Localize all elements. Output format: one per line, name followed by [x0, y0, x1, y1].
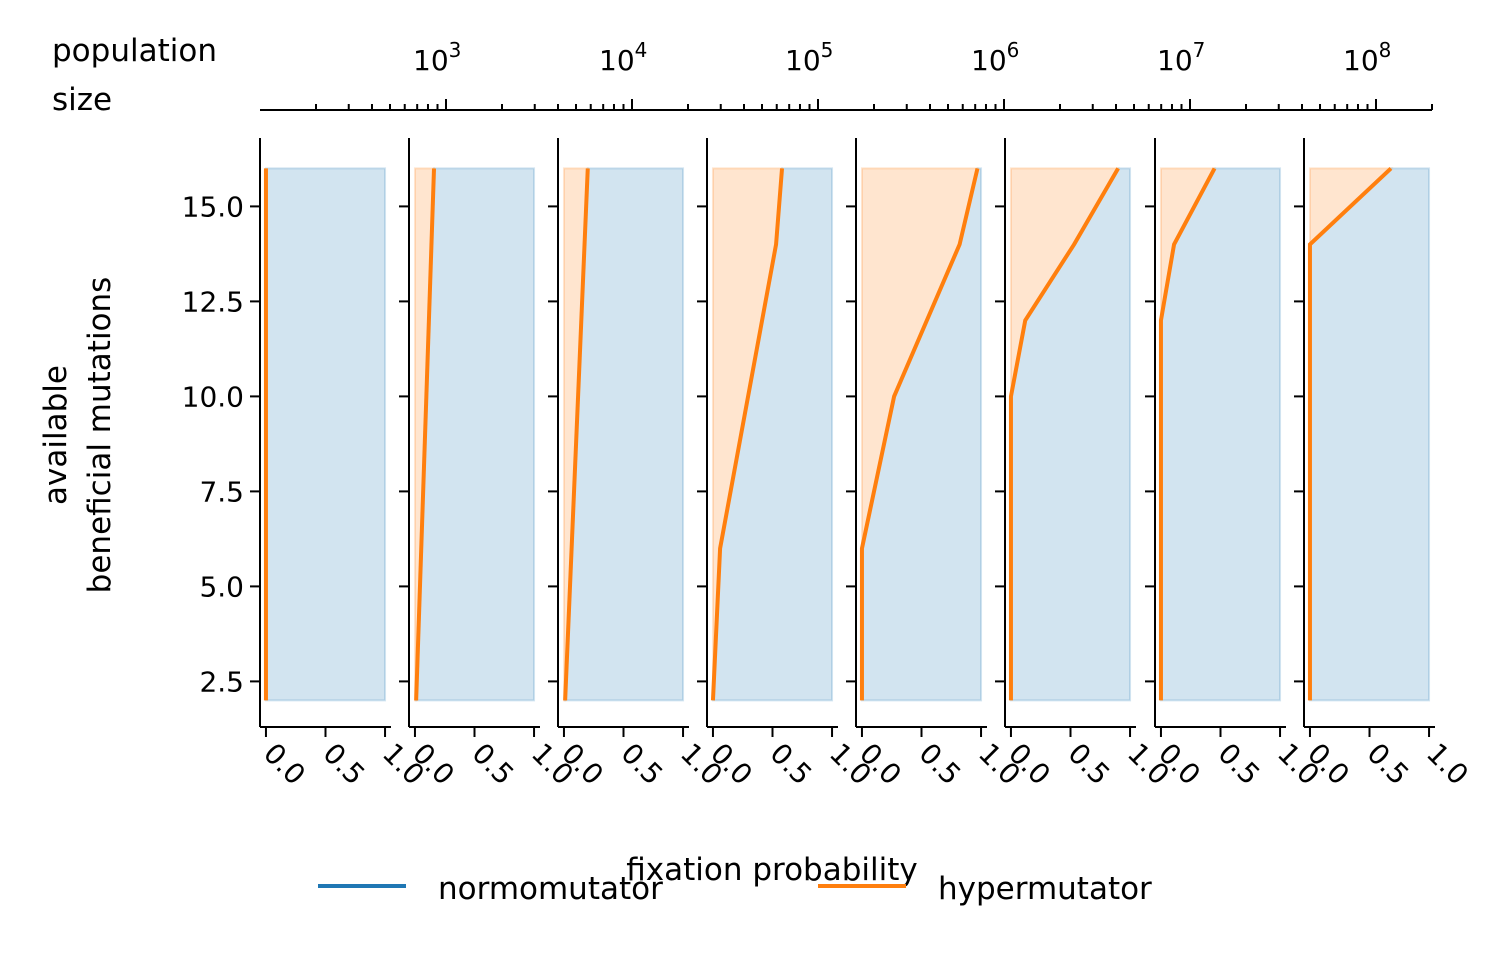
top-tick-label: 105 [785, 38, 833, 77]
y-tick-label: 2.5 [199, 665, 244, 698]
panels: 2.55.07.510.012.515.00.0 0.5 1.00.0 0.5 1.00… [182, 138, 1475, 791]
top-axis-population-size: 103 104 105 106 107 108 [260, 38, 1433, 111]
hypermutator-line [1307, 166, 1393, 701]
normomutator-area [264, 167, 387, 702]
panel-1: 2.55.07.510.012.515.00.0 0.5 1.0 [182, 138, 431, 791]
x-tick-label: 0.5 [317, 737, 372, 792]
y-tick-label: 7.5 [199, 475, 244, 508]
top-axis-label-line2: size [52, 82, 112, 118]
x-tick-label: 0.5 [913, 737, 968, 792]
x-tick-label: 0.0 [257, 737, 312, 792]
legend-label: normomutator [438, 871, 663, 907]
x-tick-label: 0.5 [1212, 737, 1267, 792]
top-tick-label: 103 [413, 38, 461, 77]
normomutator-area [415, 167, 536, 702]
top-axis-label-line1: population [52, 33, 217, 69]
x-tick-label: 0.5 [466, 737, 521, 792]
legend-entry-hypermutator: hypermutator [818, 871, 1152, 907]
y-tick-label: 5.0 [199, 570, 244, 603]
normomutator-area [564, 167, 685, 702]
top-tick-label: 104 [599, 38, 647, 77]
panel-8: 0.0 0.5 1.0 [1294, 138, 1475, 791]
panel-3: 0.0 0.5 1.0 [548, 138, 729, 791]
legend: normomutator hypermutator [318, 871, 1152, 907]
hypermutator-line [710, 168, 785, 701]
panel-7: 0.0 0.5 1.0 [1145, 138, 1326, 791]
y-axis-label-line2: beneficial mutations [82, 277, 118, 594]
panel-2: 0.0 0.5 1.0 [399, 138, 580, 791]
legend-entry-normomutator: normomutator [318, 871, 663, 907]
normomutator-area [1159, 167, 1282, 702]
y-axis-label-line1: available [38, 365, 74, 505]
panel-6: 0.0 0.5 1.0 [995, 138, 1176, 791]
x-axis-label: fixation probability [626, 852, 918, 888]
hypermutator-line [1158, 167, 1217, 701]
y-tick-label: 15.0 [182, 190, 244, 223]
hypermutator-line [563, 168, 590, 701]
legend-label: hypermutator [938, 871, 1152, 907]
top-tick-label: 107 [1157, 38, 1205, 77]
panel-5: 0.0 0.5 1.0 [846, 138, 1027, 791]
x-tick-label: 0.5 [1062, 737, 1117, 792]
normomutator-area [1308, 167, 1431, 702]
x-tick-label: 0.5 [764, 737, 819, 792]
x-tick-label: 0.5 [1361, 737, 1416, 792]
top-tick-label: 108 [1343, 38, 1391, 77]
hypermutator-line [859, 167, 980, 701]
top-tick-label: 106 [971, 38, 1019, 77]
hypermutator-line [1008, 167, 1120, 701]
hypermutator-line [414, 168, 437, 701]
x-tick-label: 1.0 [1420, 737, 1475, 792]
x-tick-label: 0.5 [615, 737, 670, 792]
panel-4: 0.0 0.5 1.0 [697, 138, 878, 791]
y-tick-label: 12.5 [182, 285, 244, 318]
y-tick-label: 10.0 [182, 380, 244, 413]
